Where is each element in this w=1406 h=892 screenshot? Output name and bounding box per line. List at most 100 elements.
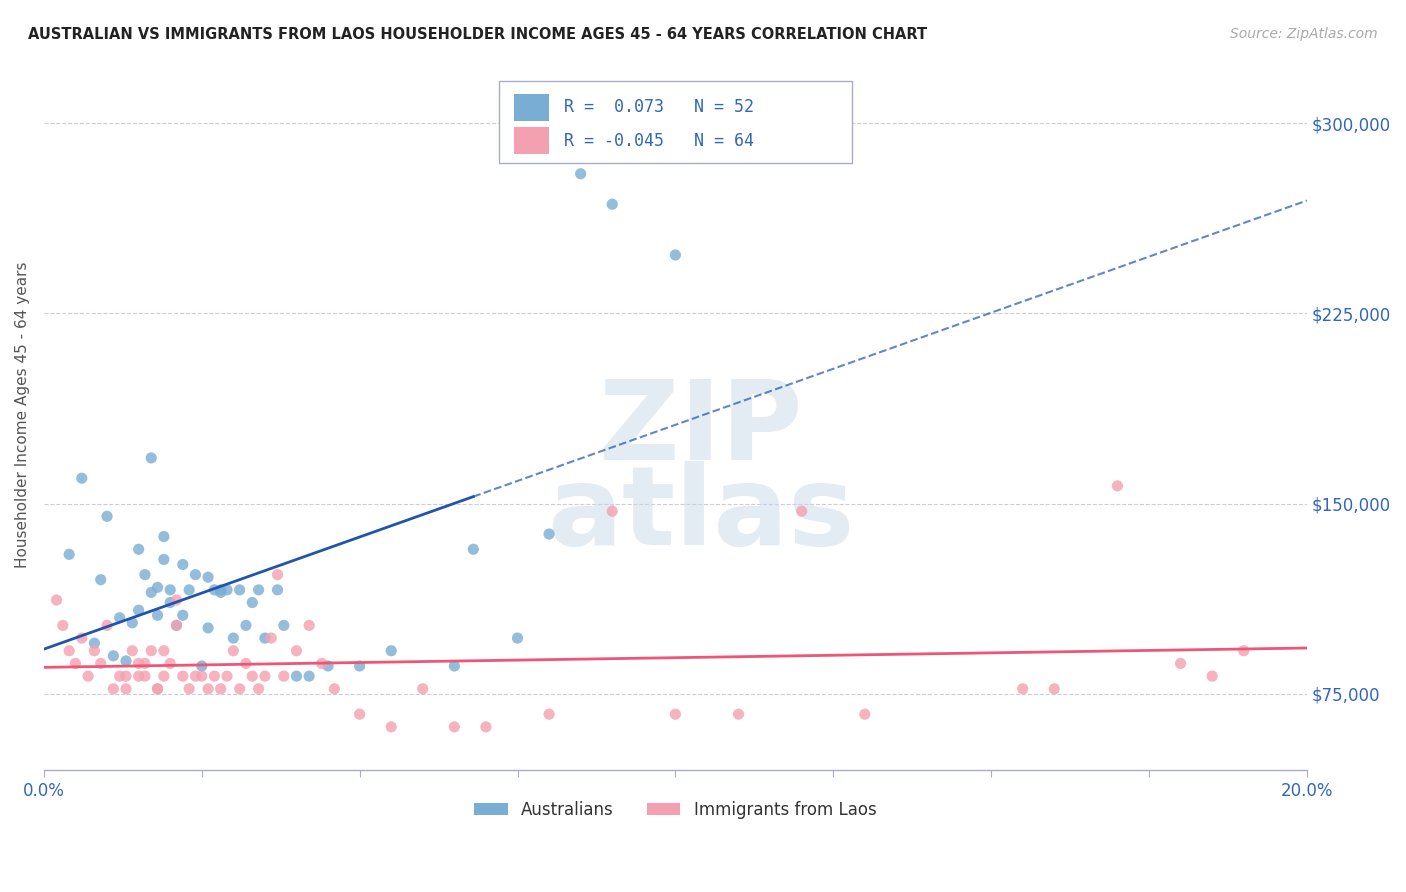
Point — [115, 681, 138, 696]
Point — [103, 681, 125, 696]
Point — [1170, 657, 1192, 671]
Point — [202, 669, 225, 683]
Point — [191, 659, 214, 673]
Point — [285, 644, 308, 658]
Point — [141, 450, 163, 465]
Point — [134, 669, 156, 683]
Point — [298, 618, 321, 632]
Point — [153, 669, 176, 683]
Point — [235, 618, 257, 632]
Point — [128, 603, 150, 617]
Point — [266, 567, 288, 582]
Point — [538, 707, 561, 722]
Point — [538, 527, 561, 541]
Point — [209, 681, 232, 696]
Point — [172, 558, 194, 572]
Point — [134, 567, 156, 582]
Point — [70, 631, 93, 645]
Point — [235, 657, 257, 671]
Text: AUSTRALIAN VS IMMIGRANTS FROM LAOS HOUSEHOLDER INCOME AGES 45 - 64 YEARS CORRELA: AUSTRALIAN VS IMMIGRANTS FROM LAOS HOUSE… — [28, 27, 927, 42]
Point — [184, 567, 207, 582]
Point — [664, 707, 686, 722]
Point — [191, 669, 214, 683]
Point — [128, 669, 150, 683]
Point — [115, 654, 138, 668]
Point — [209, 585, 232, 599]
Point — [96, 618, 118, 632]
Point — [1043, 681, 1066, 696]
Point — [90, 657, 112, 671]
Point — [253, 669, 276, 683]
Point — [273, 669, 295, 683]
Point — [202, 582, 225, 597]
Point — [443, 659, 465, 673]
Point — [108, 669, 131, 683]
Text: R = -0.045   N = 64: R = -0.045 N = 64 — [564, 132, 754, 150]
Point — [128, 542, 150, 557]
Point — [1201, 669, 1223, 683]
Point — [146, 580, 169, 594]
Point — [121, 644, 143, 658]
Point — [253, 631, 276, 645]
Point — [153, 530, 176, 544]
Point — [228, 582, 250, 597]
Point — [1107, 479, 1129, 493]
Point — [197, 621, 219, 635]
Point — [209, 582, 232, 597]
Point — [83, 636, 105, 650]
Point — [664, 248, 686, 262]
Point — [260, 631, 283, 645]
Point — [273, 618, 295, 632]
Point — [184, 669, 207, 683]
Point — [141, 585, 163, 599]
FancyBboxPatch shape — [513, 127, 550, 154]
Point — [215, 582, 238, 597]
Point — [166, 618, 188, 632]
Text: ZIP: ZIP — [599, 376, 803, 483]
Point — [853, 707, 876, 722]
Point — [285, 669, 308, 683]
Point — [569, 167, 592, 181]
Point — [197, 570, 219, 584]
Text: atlas: atlas — [547, 461, 855, 567]
Point — [443, 720, 465, 734]
Legend: Australians, Immigrants from Laos: Australians, Immigrants from Laos — [468, 794, 883, 826]
Point — [179, 681, 201, 696]
Point — [58, 547, 80, 561]
Point — [506, 631, 529, 645]
Point — [65, 657, 87, 671]
Point — [121, 615, 143, 630]
Point — [240, 669, 263, 683]
Point — [412, 681, 434, 696]
Point — [134, 657, 156, 671]
Point — [311, 657, 333, 671]
Point — [90, 573, 112, 587]
Point — [77, 669, 100, 683]
Point — [166, 593, 188, 607]
Point — [197, 681, 219, 696]
Point — [215, 669, 238, 683]
Point — [159, 582, 181, 597]
Point — [790, 504, 813, 518]
Point — [70, 471, 93, 485]
Point — [247, 681, 270, 696]
Point — [58, 644, 80, 658]
Point — [222, 644, 245, 658]
Point — [600, 197, 623, 211]
Text: Source: ZipAtlas.com: Source: ZipAtlas.com — [1230, 27, 1378, 41]
Point — [380, 720, 402, 734]
Point — [83, 644, 105, 658]
Point — [146, 608, 169, 623]
Point — [600, 504, 623, 518]
FancyBboxPatch shape — [513, 94, 550, 120]
Point — [380, 644, 402, 658]
Point — [323, 681, 346, 696]
Point — [228, 681, 250, 696]
Point — [222, 631, 245, 645]
Point — [115, 669, 138, 683]
Point — [45, 593, 67, 607]
Point — [349, 707, 371, 722]
Point — [298, 669, 321, 683]
Y-axis label: Householder Income Ages 45 - 64 years: Householder Income Ages 45 - 64 years — [15, 261, 30, 568]
Point — [52, 618, 75, 632]
